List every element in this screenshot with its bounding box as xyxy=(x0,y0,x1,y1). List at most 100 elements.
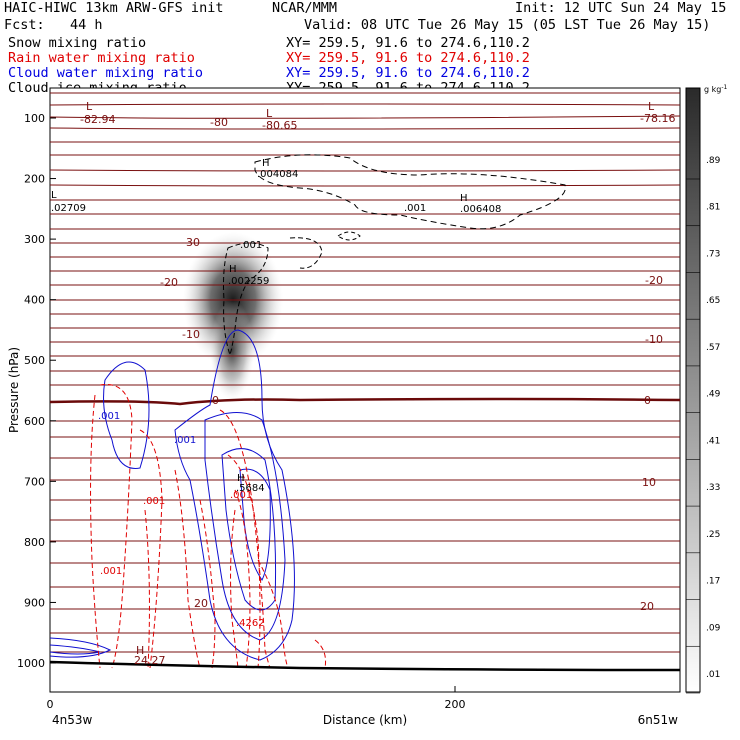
ice-label: .002259 xyxy=(228,276,269,287)
cloud-label: H xyxy=(237,473,245,484)
snow-label: .02709 xyxy=(51,203,86,214)
ice-label: H xyxy=(229,264,237,275)
snow-label: H xyxy=(262,158,270,169)
colorbar-label: .65 xyxy=(706,296,720,306)
rain-label: .001 xyxy=(100,566,122,577)
ice-label: .001 xyxy=(240,240,262,251)
rain-label: .4262 xyxy=(236,618,265,629)
colorbar-label: .09 xyxy=(706,623,721,633)
rain-labels: .001 .001 .001 .4262 xyxy=(100,490,265,629)
colorbar xyxy=(685,87,701,693)
ice-labels: .001 H .002259 xyxy=(228,240,269,287)
field-xy-rain: XY= 259.5, 91.6 to 274.6,110.2 xyxy=(286,50,530,66)
field-label-snow: Snow mixing ratio xyxy=(8,35,147,51)
colorbar-label: .73 xyxy=(706,249,720,259)
y-tick-label: 500 xyxy=(24,354,45,367)
temp-label: -80.65 xyxy=(262,119,297,132)
extrema-label: L xyxy=(648,100,655,113)
temp-label: 20 xyxy=(640,600,654,613)
ice-shading-lower xyxy=(210,300,254,400)
x-axis: 0 200 xyxy=(47,686,466,711)
x-tick-label: 200 xyxy=(445,698,466,711)
snow-label: L xyxy=(51,190,57,201)
y-tick-label: 100 xyxy=(24,112,45,125)
temp-label: 0 xyxy=(644,394,651,407)
snow-label: H xyxy=(460,193,468,204)
field-xy-cloud: XY= 259.5, 91.6 to 274.6,110.2 xyxy=(286,65,530,81)
snow-contour-small xyxy=(337,231,361,241)
rain-label: .001 xyxy=(143,496,165,507)
temp-label: -20 xyxy=(160,276,178,289)
temp-label: -20 xyxy=(645,274,663,287)
colorbar-label: .25 xyxy=(706,530,720,540)
field-label-cloud: Cloud water mixing ratio xyxy=(8,65,204,81)
y-tick-label: 400 xyxy=(24,294,45,307)
colorbar-label: .41 xyxy=(706,436,720,446)
y-axis: 100 200 300 400 500 600 700 800 900 1000 xyxy=(17,112,56,670)
x-axis-title: Distance (km) xyxy=(323,713,407,727)
y-tick-label: 200 xyxy=(24,173,45,186)
y-axis-title: Pressure (hPa) xyxy=(7,347,21,433)
snow-label: .001 xyxy=(404,203,426,214)
org-label: NCAR/MMM xyxy=(272,0,338,16)
surface-line xyxy=(49,660,681,672)
y-tick-label: 800 xyxy=(24,536,45,549)
temp-label: 10 xyxy=(642,476,656,489)
ice-contour xyxy=(223,242,269,357)
x-end-right: 6n51w xyxy=(638,713,679,727)
plot-frame xyxy=(49,87,681,693)
temp-label: 20 xyxy=(194,597,208,610)
temp-label: 0 xyxy=(212,394,219,407)
temp-label: -30 xyxy=(182,236,200,249)
extrema-label: H xyxy=(136,644,144,657)
x-tick-label: 0 xyxy=(47,698,54,711)
y-tick-label: 300 xyxy=(24,233,45,246)
fcst-value: 44 h xyxy=(70,17,103,33)
valid-time: Valid: 08 UTC Tue 26 May 15 (05 LST Tue … xyxy=(304,17,711,33)
rain-contours xyxy=(90,383,326,669)
colorbar-label: .33 xyxy=(706,483,720,493)
cloud-contours xyxy=(49,329,295,661)
colorbar-ticks xyxy=(686,178,700,694)
y-tick-label: 700 xyxy=(24,475,45,488)
init-time: Init: 12 UTC Sun 24 May 15 xyxy=(515,0,727,16)
colorbar-unit: g kg-1 xyxy=(704,84,728,94)
y-tick-label: 600 xyxy=(24,415,45,428)
y-tick-label: 1000 xyxy=(17,657,45,670)
temp-label: -10 xyxy=(645,333,663,346)
colorbar-label: .89 xyxy=(706,156,721,166)
colorbar-label: .49 xyxy=(706,390,721,400)
temperature-labels: -82.94 -80 -80.65 -78.16 -30 -20 -20 -10… xyxy=(80,100,675,667)
snow-contour xyxy=(254,154,566,230)
field-xy-snow: XY= 259.5, 91.6 to 274.6,110.2 xyxy=(286,35,530,51)
extrema-label: L xyxy=(86,100,93,113)
y-tick-label: 900 xyxy=(24,596,45,609)
colorbar-label: .57 xyxy=(706,343,720,353)
fcst-label: Fcst: xyxy=(4,17,45,33)
rain-label: 24.27 xyxy=(134,654,166,667)
temp-label: -10 xyxy=(182,328,200,341)
rain-label: .001 xyxy=(230,490,252,501)
temp-label: -82.94 xyxy=(80,113,115,126)
model-title: HAIC-HIWC 13km ARW-GFS init xyxy=(4,0,224,16)
snow-label: .006408 xyxy=(460,204,501,215)
extrema-label: L xyxy=(266,107,273,120)
colorbar-label: .81 xyxy=(706,203,720,213)
colorbar-label: .17 xyxy=(706,577,720,587)
snow-label: .004084 xyxy=(257,169,298,180)
x-end-left: 4n53w xyxy=(52,713,93,727)
temp-label: -80 xyxy=(210,116,228,129)
colorbar-label: .01 xyxy=(706,670,720,680)
snow-labels: H .004084 .001 H .006408 L .02709 xyxy=(51,158,501,215)
cloud-label: .5684 xyxy=(236,483,265,494)
cloud-label: .001 xyxy=(174,435,196,446)
snow-contour-arc xyxy=(289,237,323,269)
cloud-label: .001 xyxy=(98,411,120,422)
freezing-level xyxy=(49,397,681,406)
temp-label: -78.16 xyxy=(640,112,675,125)
field-label-rain: Rain water mixing ratio xyxy=(8,50,195,66)
isotherms xyxy=(49,92,681,653)
cloud-labels: .001 .001 H .5684 xyxy=(98,411,265,494)
colorbar-labels: .89 .81 .73 .65 .57 .49 .41 .33 .25 .17 .09 .01 xyxy=(706,156,721,680)
